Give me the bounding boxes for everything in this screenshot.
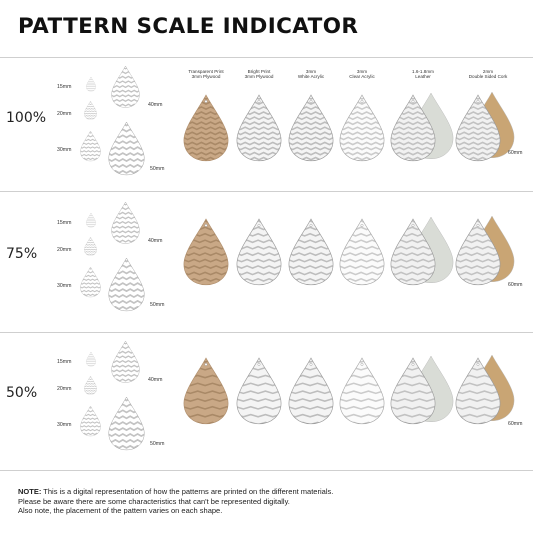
size-drop-15mm <box>86 351 96 367</box>
material-drop-white <box>236 94 282 162</box>
size-drop-40mm <box>111 65 140 108</box>
size-label: 30mm <box>57 147 72 153</box>
material-label: Transparent Print 3mm Plywood <box>172 69 240 80</box>
size-label: 20mm <box>57 386 72 392</box>
size-label: 30mm <box>57 422 72 428</box>
size-drop-20mm <box>84 100 97 120</box>
note-line-1: This is a digital representation of how … <box>41 487 334 496</box>
note-line-2: Please be aware there are some character… <box>18 496 290 506</box>
material-drop-cork <box>455 357 501 425</box>
size-label: 30mm <box>57 283 72 289</box>
material-drop-white <box>288 218 334 286</box>
size-drop-50mm <box>108 121 145 176</box>
material-size-label: 60mm <box>508 421 523 427</box>
material-drop-leather <box>390 218 436 286</box>
note-label: NOTE: <box>18 487 42 496</box>
material-drop-clear <box>339 218 385 286</box>
material-drop-white <box>236 357 282 425</box>
material-drop-wood <box>183 357 229 425</box>
size-label: 40mm <box>148 102 163 108</box>
note: NOTE: This is a digital representation o… <box>18 487 333 516</box>
size-drop-40mm <box>111 340 140 383</box>
material-label-line1: 2mm <box>482 69 494 74</box>
size-drop-50mm <box>108 257 145 312</box>
material-label-line1: Bright Print <box>247 69 271 74</box>
material-drop-cork <box>455 94 501 162</box>
material-label-line2: Double Sided Cork <box>468 74 508 80</box>
material-label: 3mm White Acrylic <box>277 69 345 80</box>
material-drop-clear <box>339 357 385 425</box>
row-separator <box>0 470 533 471</box>
scale-label: 100% <box>6 110 47 126</box>
size-label: 40mm <box>148 238 163 244</box>
scale-label: 75% <box>6 246 38 262</box>
size-drop-15mm <box>86 212 96 228</box>
material-label-line2: White Acrylic <box>297 74 325 80</box>
material-label-line1: 1.6-1.8mm <box>412 69 434 74</box>
material-drop-white <box>288 357 334 425</box>
material-label-line1: 3mm <box>305 69 317 74</box>
material-label-line2: Clear Acrylic <box>349 74 375 80</box>
material-size-label: 60mm <box>508 282 523 288</box>
size-drop-30mm <box>80 405 101 437</box>
material-label: 2mm Double Sided Cork <box>454 69 522 80</box>
size-label: 50mm <box>150 441 165 447</box>
page-title: PATTERN SCALE INDICATOR <box>18 14 359 39</box>
material-size-label: 60mm <box>508 150 523 156</box>
size-drop-15mm <box>86 76 96 92</box>
material-label: Bright Print 3mm Plywood <box>225 69 293 80</box>
size-label: 50mm <box>150 302 165 308</box>
size-label: 15mm <box>57 359 72 365</box>
material-drop-wood <box>183 218 229 286</box>
size-drop-50mm <box>108 396 145 451</box>
size-drop-30mm <box>80 130 101 162</box>
row-separator <box>0 57 533 58</box>
material-drop-wood <box>183 94 229 162</box>
material-label: 3mm Clear Acrylic <box>328 69 396 80</box>
size-label: 50mm <box>150 166 165 172</box>
scale-label: 50% <box>6 385 38 401</box>
material-drop-white <box>288 94 334 162</box>
size-drop-20mm <box>84 236 97 256</box>
size-drop-20mm <box>84 375 97 395</box>
size-label: 40mm <box>148 377 163 383</box>
material-label-line2: 3mm Plywood <box>244 74 274 80</box>
row-separator <box>0 332 533 333</box>
size-label: 15mm <box>57 220 72 226</box>
size-drop-40mm <box>111 201 140 244</box>
material-label: 1.6-1.8mm Leather <box>389 69 457 80</box>
material-drop-leather <box>390 357 436 425</box>
material-drop-clear <box>339 94 385 162</box>
note-line-3: Also note, the placement of the pattern … <box>18 506 223 516</box>
material-drop-leather <box>390 94 436 162</box>
material-drop-white <box>236 218 282 286</box>
material-drop-cork <box>455 218 501 286</box>
size-drop-30mm <box>80 266 101 298</box>
size-label: 20mm <box>57 247 72 253</box>
material-label-line1: 3mm <box>356 69 368 74</box>
size-label: 20mm <box>57 111 72 117</box>
material-label-line2: 3mm Plywood <box>191 74 221 80</box>
material-label-line2: Leather <box>415 74 431 80</box>
size-label: 15mm <box>57 84 72 90</box>
material-label-line1: Transparent Print <box>188 69 224 74</box>
row-separator <box>0 191 533 192</box>
